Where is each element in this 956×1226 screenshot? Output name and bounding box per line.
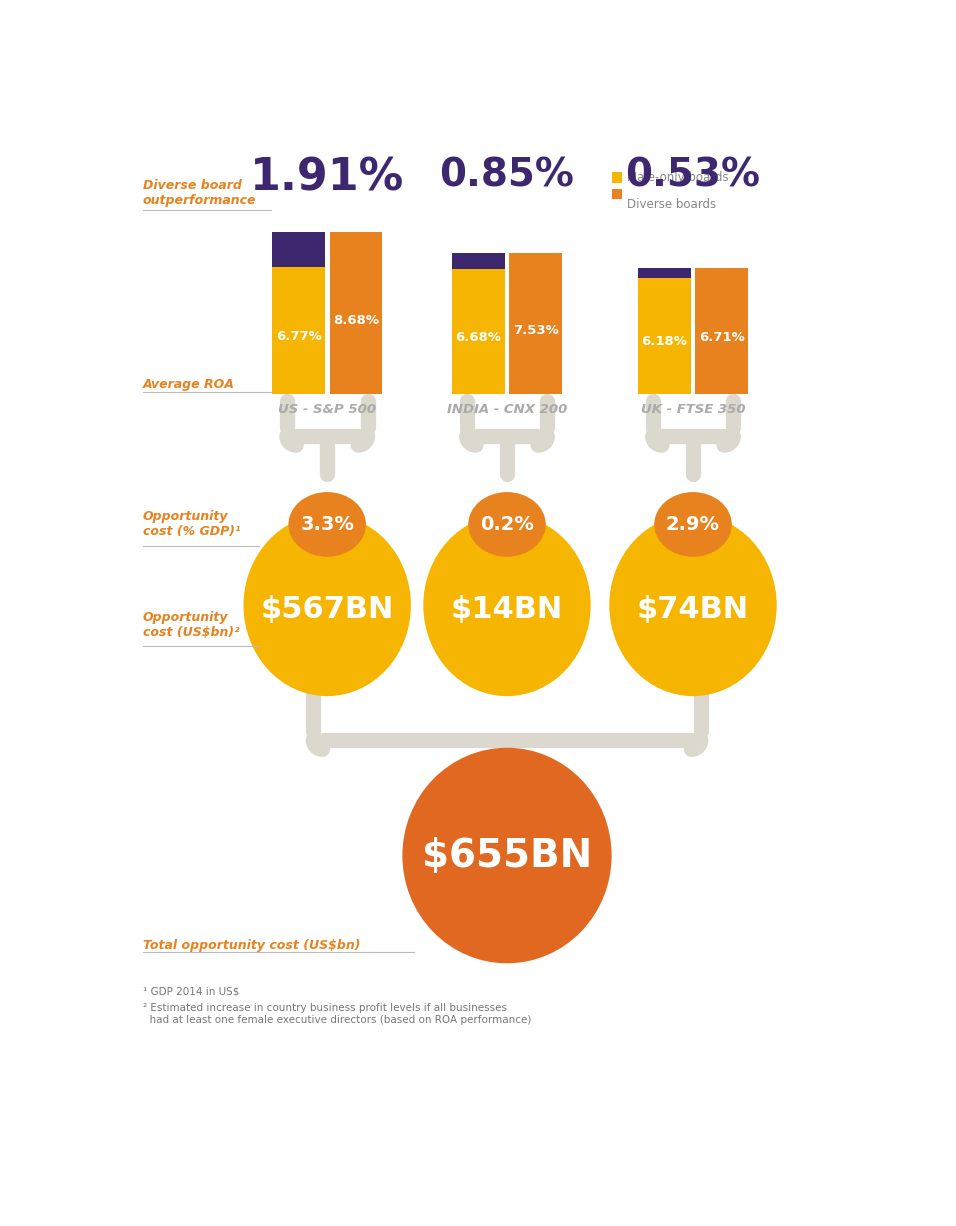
Text: 0.2%: 0.2% — [480, 515, 534, 533]
Text: 0.53%: 0.53% — [625, 157, 761, 195]
FancyBboxPatch shape — [612, 172, 622, 183]
Text: Diverse boards: Diverse boards — [627, 199, 716, 211]
Text: UK - FTSE 350: UK - FTSE 350 — [641, 403, 746, 416]
Text: Opportunity
cost (US$bn)²: Opportunity cost (US$bn)² — [142, 611, 239, 639]
Ellipse shape — [244, 515, 411, 696]
FancyBboxPatch shape — [638, 268, 690, 278]
Text: Opportunity
cost (% GDP)¹: Opportunity cost (% GDP)¹ — [142, 510, 240, 538]
Text: 6.71%: 6.71% — [699, 331, 745, 343]
Text: 2.9%: 2.9% — [666, 515, 720, 533]
Text: 8.68%: 8.68% — [333, 314, 379, 327]
Ellipse shape — [609, 515, 776, 696]
FancyBboxPatch shape — [695, 268, 748, 394]
Ellipse shape — [654, 492, 731, 557]
FancyBboxPatch shape — [330, 232, 382, 394]
Ellipse shape — [468, 492, 546, 557]
Text: Total opportunity cost (US$bn): Total opportunity cost (US$bn) — [142, 939, 360, 951]
Text: Male-only boards: Male-only boards — [627, 170, 728, 184]
Text: INDIA - CNX 200: INDIA - CNX 200 — [446, 403, 567, 416]
Ellipse shape — [424, 515, 591, 696]
Text: $74BN: $74BN — [637, 595, 750, 624]
Text: 6.77%: 6.77% — [275, 330, 321, 343]
Text: $567BN: $567BN — [261, 595, 394, 624]
Text: US - S&P 500: US - S&P 500 — [278, 403, 377, 416]
FancyBboxPatch shape — [612, 189, 622, 200]
Text: 7.53%: 7.53% — [512, 324, 558, 337]
Text: 1.91%: 1.91% — [250, 157, 404, 200]
FancyBboxPatch shape — [452, 253, 505, 268]
Text: ² Estimated increase in country business profit levels if all businesses
  had a: ² Estimated increase in country business… — [142, 1003, 532, 1025]
FancyBboxPatch shape — [510, 253, 562, 394]
Text: $655BN: $655BN — [422, 836, 592, 874]
Text: Average ROA: Average ROA — [142, 378, 234, 391]
Text: $14BN: $14BN — [451, 595, 563, 624]
Ellipse shape — [289, 492, 366, 557]
FancyBboxPatch shape — [638, 278, 690, 394]
Text: 3.3%: 3.3% — [300, 515, 354, 533]
Ellipse shape — [402, 748, 612, 964]
Text: 0.85%: 0.85% — [440, 157, 575, 195]
FancyBboxPatch shape — [272, 232, 325, 267]
Text: 6.68%: 6.68% — [455, 331, 501, 345]
Text: ¹ GDP 2014 in US$: ¹ GDP 2014 in US$ — [142, 987, 239, 997]
FancyBboxPatch shape — [272, 267, 325, 394]
Text: Diverse board
outperformance: Diverse board outperformance — [142, 179, 256, 207]
Text: 6.18%: 6.18% — [641, 335, 687, 348]
FancyBboxPatch shape — [452, 268, 505, 394]
